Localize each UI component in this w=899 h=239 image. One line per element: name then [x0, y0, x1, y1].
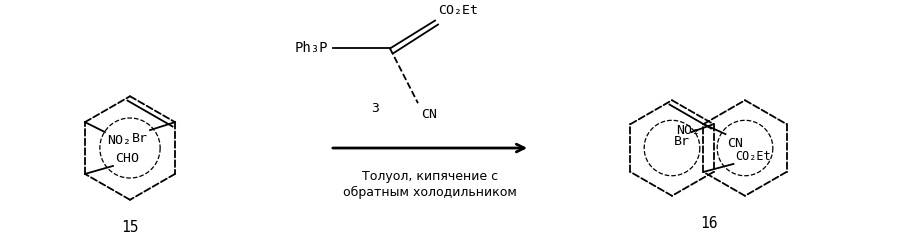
- Text: 15: 15: [121, 220, 138, 235]
- Text: CO₂Et: CO₂Et: [735, 150, 771, 163]
- Text: Толуол, кипячение с: Толуол, кипячение с: [362, 170, 498, 183]
- Text: Ph₃P: Ph₃P: [295, 42, 328, 55]
- Text: 16: 16: [699, 216, 717, 231]
- Text: Br: Br: [132, 132, 148, 145]
- Text: 3: 3: [371, 102, 379, 115]
- Text: обратным холодильником: обратным холодильником: [343, 186, 517, 199]
- Text: CN: CN: [727, 137, 743, 150]
- Text: NO₂: NO₂: [676, 124, 699, 137]
- Text: CO₂Et: CO₂Et: [438, 4, 478, 16]
- Text: NO₂: NO₂: [107, 134, 131, 147]
- Text: CN: CN: [421, 108, 437, 121]
- Text: CHO: CHO: [115, 152, 139, 165]
- Text: Br: Br: [673, 135, 690, 148]
